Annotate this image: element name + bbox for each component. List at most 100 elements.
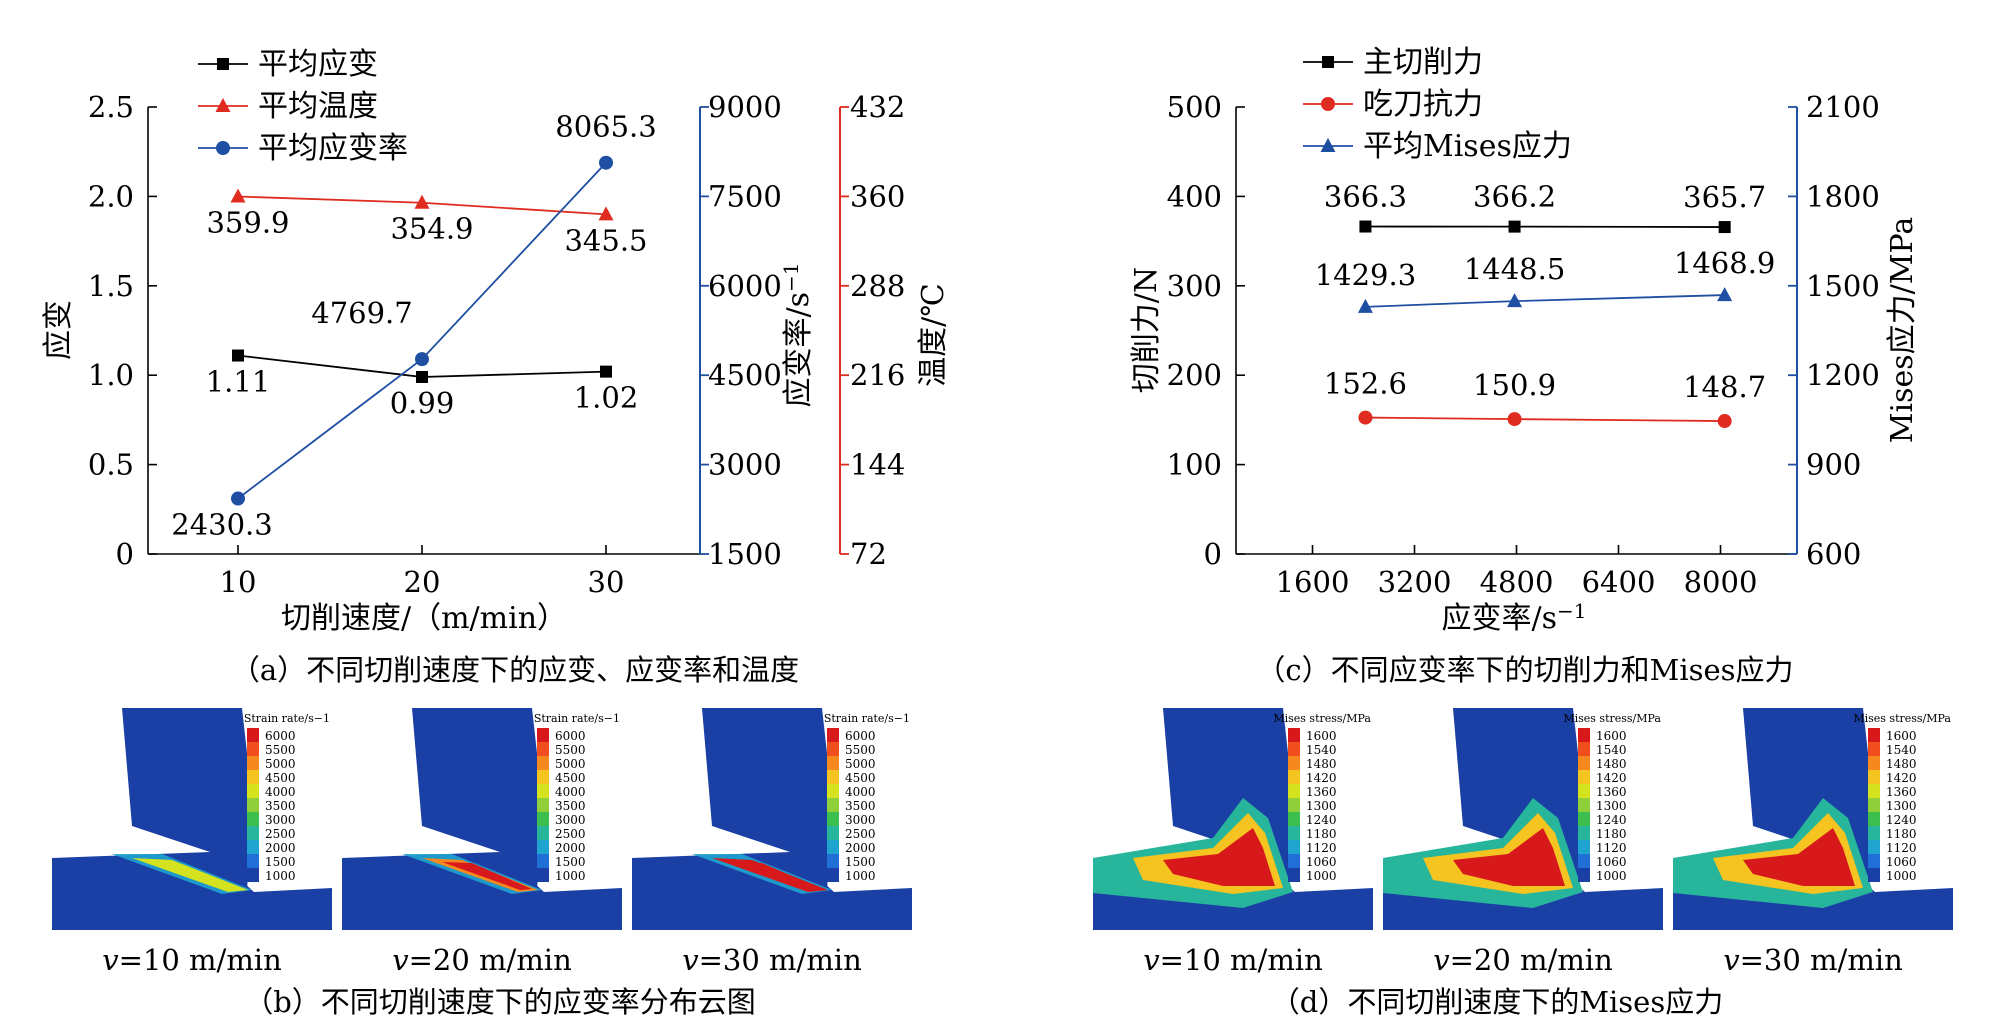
data-label-mises: 1448.5: [1464, 252, 1565, 286]
contour-panel-1: Mises stress/MPa 160015401480142013601300…: [1093, 708, 1373, 977]
legend-color-swatch: [247, 854, 259, 868]
legend-value: 1500: [265, 855, 296, 869]
legend-value: 3000: [845, 813, 876, 827]
legend-label: 平均温度: [258, 89, 378, 124]
x-tick-label: 10: [220, 565, 257, 599]
legend-marker: [1322, 56, 1334, 68]
legend-value: 4500: [265, 771, 296, 785]
legend-value: 6000: [555, 729, 586, 743]
legend-color-swatch: [1868, 812, 1880, 826]
chart-a-ylabel-rate: 应变率/s−1: [779, 263, 816, 408]
data-point-rate: [415, 352, 429, 367]
chart-c-ticks: 0 100 200 300 400 500 600 900 1200 1500 1800 2100 16…: [1167, 90, 1880, 599]
legend-color-swatch: [537, 826, 549, 840]
legend-color-swatch: [1578, 868, 1590, 882]
legend-color-swatch: [247, 812, 259, 826]
strain-tick-label: 0.5: [88, 448, 134, 482]
data-point-force: [1359, 220, 1372, 233]
legend-value: 1180: [1306, 827, 1337, 841]
data-label-temp: 359.9: [206, 206, 289, 240]
panel-velocity-label: v=30 m/min: [682, 943, 862, 977]
legend-value: 4000: [555, 785, 586, 799]
data-label-temp: 354.9: [390, 212, 473, 246]
chart-c-caption: （c）不同应变率下的切削力和Mises应力: [1256, 653, 1793, 687]
strain-tick-label: 1.0: [88, 358, 134, 392]
legend-value: 4500: [845, 771, 876, 785]
legend-color-swatch: [1578, 784, 1590, 798]
legend-label: 主切削力: [1363, 45, 1483, 80]
data-point-rate: [599, 155, 613, 170]
strain-tick-label: 2.0: [88, 179, 134, 213]
legend-color-swatch: [827, 854, 839, 868]
strain-band-peak: [442, 862, 532, 890]
data-point-temp: [598, 206, 614, 221]
legend-value: 1500: [555, 855, 586, 869]
data-point-force: [1718, 221, 1731, 234]
legend-color-swatch: [247, 784, 259, 798]
legend-value: 1360: [1886, 785, 1917, 799]
chip-shape: [702, 708, 832, 892]
mises-tick-label: 2100: [1806, 90, 1880, 124]
legend-value: 1480: [1306, 757, 1337, 771]
legend-color-swatch: [1578, 756, 1590, 770]
legend-color-swatch: [1288, 784, 1300, 798]
legend-color-swatch: [1578, 742, 1590, 756]
legend-value: 1120: [1596, 841, 1627, 855]
legend-value: 1420: [1306, 771, 1337, 785]
legend-value: 4000: [265, 785, 296, 799]
legend-value: 5500: [845, 743, 876, 757]
legend-color-swatch: [1868, 770, 1880, 784]
legend-color-swatch: [537, 854, 549, 868]
chip-shape: [122, 708, 252, 892]
legend-value: 2000: [265, 841, 296, 855]
legend-value: 5000: [555, 757, 586, 771]
legend-value: 1480: [1596, 757, 1627, 771]
chart-a-data-labels: 1.11 0.99 1.02 359.9 354.9 345.5 2430.3 4769.7 8…: [171, 110, 656, 542]
x-tick-label: 1600: [1276, 565, 1350, 599]
workpiece-shape: [632, 852, 912, 930]
temp-tick-label: 72: [850, 537, 887, 571]
legend-value: 2000: [845, 841, 876, 855]
legend-value: 6000: [845, 729, 876, 743]
legend-value: 1120: [1306, 841, 1337, 855]
legend-value: 4000: [845, 785, 876, 799]
legend-value: 1300: [1886, 799, 1917, 813]
data-point-mises: [1357, 298, 1373, 313]
data-label-rate: 2430.3: [171, 508, 272, 542]
legend-color-swatch: [1288, 770, 1300, 784]
data-label-strain: 1.02: [574, 381, 639, 415]
force-tick-label: 400: [1167, 179, 1222, 213]
legend-marker: [215, 98, 231, 112]
legend-value: 4500: [555, 771, 586, 785]
legend-color-swatch: [1578, 826, 1590, 840]
data-point-force: [1507, 412, 1522, 427]
chart-a: 0 0.5 1.0 1.5 2.0 2.5 1500 3000 4500 6000 7500 9000…: [41, 47, 951, 687]
chart-c-ylabel-force: 切削力/N: [1129, 267, 1164, 393]
data-label-force: 150.9: [1473, 368, 1556, 402]
panel-velocity-label: v=20 m/min: [392, 943, 572, 977]
legend-color-swatch: [1868, 742, 1880, 756]
legend-value: 1060: [1886, 855, 1917, 869]
legend-value: 1420: [1596, 771, 1627, 785]
legend-value: 1600: [1886, 729, 1917, 743]
legend-value: 6000: [265, 729, 296, 743]
strain-tick-label: 2.5: [88, 90, 134, 124]
legend-value: 1480: [1886, 757, 1917, 771]
legend-value: 5500: [555, 743, 586, 757]
legend-color-swatch: [1288, 756, 1300, 770]
legend-value: 1500: [845, 855, 876, 869]
legend-color-swatch: [1868, 756, 1880, 770]
stress-zone-peak: [1453, 828, 1565, 886]
legend-color-swatch: [1288, 854, 1300, 868]
legend-value: 1000: [845, 869, 876, 883]
legend-color-swatch: [1868, 854, 1880, 868]
legend-color-swatch: [827, 840, 839, 854]
series-line-force: [1365, 416, 1725, 422]
legend-value: 1000: [1886, 869, 1917, 883]
legend-color-swatch: [1288, 728, 1300, 742]
legend-value: 1240: [1886, 813, 1917, 827]
legend-color-swatch: [1868, 728, 1880, 742]
data-label-temp: 345.5: [564, 223, 647, 257]
legend-color-swatch: [247, 798, 259, 812]
